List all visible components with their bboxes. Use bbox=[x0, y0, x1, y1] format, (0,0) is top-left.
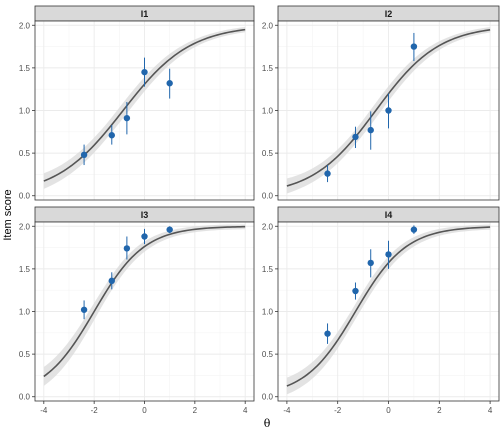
y-tick-label: 0.5 bbox=[19, 350, 31, 359]
facet-strip-label: I4 bbox=[385, 210, 393, 220]
y-tick-label: 1.0 bbox=[262, 308, 274, 317]
y-tick-label: 1.5 bbox=[262, 265, 274, 274]
x-tick-label: 2 bbox=[437, 406, 442, 415]
data-point bbox=[108, 132, 115, 139]
data-point bbox=[352, 287, 359, 295]
x-tick-label: -2 bbox=[334, 406, 342, 415]
data-point bbox=[123, 245, 131, 252]
panel-i2: I2 0.0 0.5 1.0 1.5 2.0 bbox=[262, 5, 500, 201]
y-axis-title: Item score bbox=[2, 189, 14, 240]
x-tick-label: 0 bbox=[386, 406, 391, 415]
data-point bbox=[367, 126, 374, 134]
data-point bbox=[141, 233, 148, 240]
data-point bbox=[410, 43, 418, 50]
data-point bbox=[367, 259, 374, 267]
y-tick-label: 2.0 bbox=[19, 21, 31, 30]
y-tick-label: 1.0 bbox=[19, 308, 31, 317]
y-tick-label: 2.0 bbox=[262, 21, 274, 30]
x-tick-label: 4 bbox=[488, 406, 493, 415]
facet-strip-label: I1 bbox=[141, 9, 149, 19]
y-tick-label: 0.0 bbox=[19, 192, 31, 201]
y-tick-label: 1.5 bbox=[262, 64, 274, 73]
x-tick-label: 0 bbox=[142, 406, 147, 415]
data-point bbox=[108, 277, 115, 285]
x-tick-label: -2 bbox=[91, 406, 99, 415]
data-point bbox=[410, 226, 418, 233]
expected-score-curve bbox=[43, 225, 246, 378]
data-point bbox=[324, 170, 331, 177]
data-point bbox=[385, 107, 392, 114]
x-tick-label: 2 bbox=[193, 406, 198, 415]
x-tick-label: 4 bbox=[243, 406, 248, 415]
data-point bbox=[324, 330, 331, 337]
panel-i1: I1 0.0 0.5 1.0 1.5 2.0 bbox=[19, 5, 255, 201]
y-tick-label: 1.5 bbox=[19, 265, 31, 274]
facet-strip-label: I3 bbox=[141, 210, 149, 220]
data-point bbox=[166, 226, 173, 233]
y-tick-label: 0.0 bbox=[19, 393, 31, 402]
y-tick-label: 1.5 bbox=[19, 64, 31, 73]
x-axis-title: θ bbox=[264, 417, 271, 430]
data-point bbox=[141, 68, 148, 76]
panel-i3: I3 0.0 0.5 1.0 1.5 2.0 -4 -2 0 2 4 bbox=[19, 206, 255, 415]
panel-i4: I4 0.0 0.5 1.0 1.5 2.0 -4 -2 0 2 4 bbox=[262, 206, 500, 415]
data-point bbox=[80, 306, 88, 313]
data-point bbox=[166, 80, 173, 87]
y-tick-label: 0.5 bbox=[19, 149, 31, 158]
x-tick-label: -4 bbox=[40, 406, 48, 415]
y-tick-label: 1.0 bbox=[19, 107, 31, 116]
data-point bbox=[352, 133, 359, 141]
y-tick-label: 2.0 bbox=[19, 222, 31, 231]
y-tick-label: 0.5 bbox=[262, 149, 274, 158]
y-tick-label: 0.0 bbox=[262, 192, 274, 201]
confidence-band bbox=[43, 26, 246, 189]
y-tick-label: 0.0 bbox=[262, 393, 274, 402]
x-tick-label: -4 bbox=[283, 406, 291, 415]
y-tick-label: 1.0 bbox=[262, 107, 274, 116]
facet-strip-label: I2 bbox=[385, 9, 393, 19]
confidence-band bbox=[286, 27, 491, 194]
y-tick-label: 2.0 bbox=[262, 222, 274, 231]
data-point bbox=[80, 151, 88, 159]
data-point bbox=[123, 114, 131, 122]
y-tick-label: 0.5 bbox=[262, 350, 274, 359]
data-point bbox=[385, 251, 392, 258]
